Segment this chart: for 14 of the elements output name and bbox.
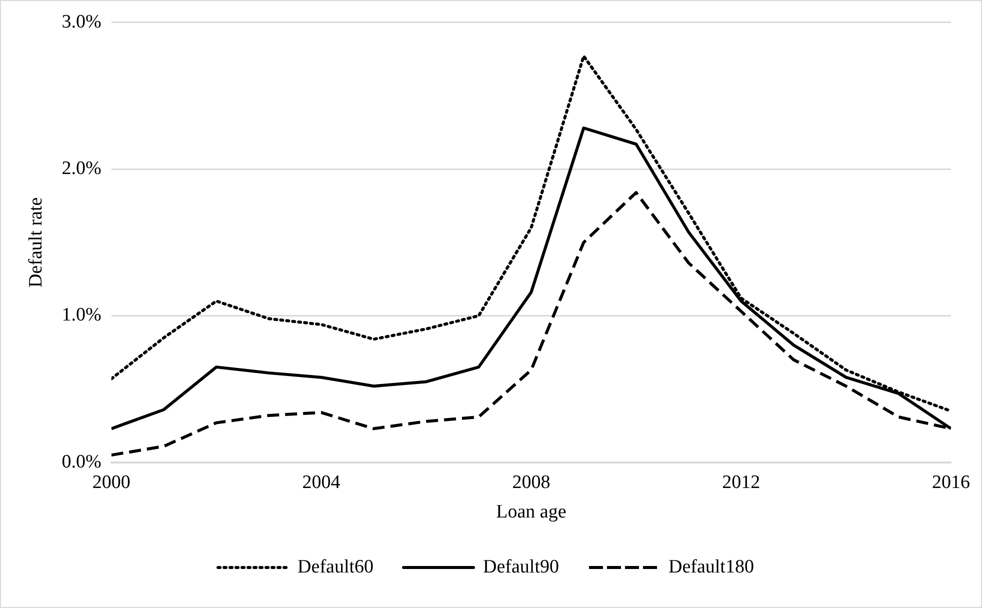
y-tick-label: 2.0% [62, 158, 102, 180]
x-tick-label: 2008 [512, 472, 550, 493]
x-tick-label: 2012 [722, 472, 760, 493]
x-tick-label: 2016 [932, 472, 970, 493]
y-tick-label: 0.0% [62, 451, 102, 472]
y-tick-label: 1.0% [62, 304, 102, 326]
legend-label: Default90 [483, 556, 559, 578]
legend-label: Default60 [298, 556, 374, 578]
y-tick-label: 3.0% [62, 11, 102, 32]
x-axis-title: Loan age [496, 502, 566, 523]
legend-label: Default180 [668, 556, 754, 578]
y-axis-title: Default rate [25, 197, 46, 288]
x-tick-label: 2000 [92, 472, 130, 493]
x-tick-label: 2004 [302, 472, 341, 493]
